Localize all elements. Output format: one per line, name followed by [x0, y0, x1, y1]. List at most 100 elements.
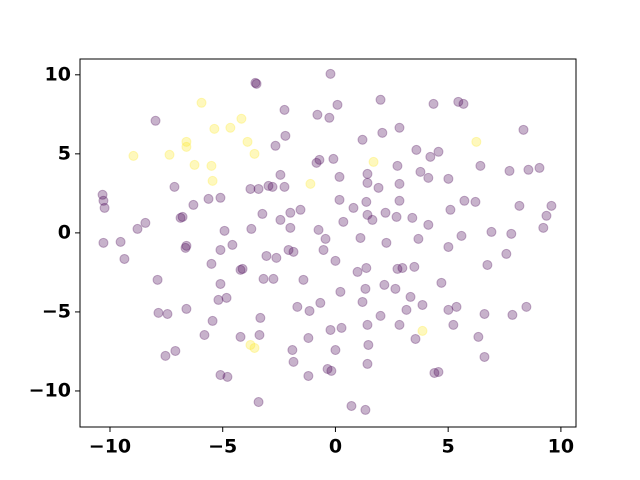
scatter-point	[325, 324, 336, 335]
scatter-point	[181, 136, 192, 147]
y-tick-label: 5	[58, 142, 71, 164]
scatter-point	[170, 345, 181, 356]
scatter-point	[538, 222, 549, 233]
scatter-point	[275, 169, 286, 180]
scatter-point	[215, 369, 226, 380]
scatter-point	[311, 157, 322, 168]
scatter-point	[394, 122, 405, 133]
scatter-point	[405, 291, 416, 302]
scatter-point	[99, 202, 110, 213]
scatter-point	[169, 181, 180, 192]
scatter-point	[325, 68, 336, 79]
scatter-point	[258, 273, 269, 284]
scatter-point	[181, 240, 192, 251]
scatter-point	[279, 104, 290, 115]
scatter-point	[251, 78, 262, 89]
scatter-point	[362, 319, 373, 330]
scatter-point	[375, 310, 386, 321]
scatter-point	[303, 370, 314, 381]
scatter-point	[433, 366, 444, 377]
scatter-point	[391, 211, 402, 222]
scatter-point	[433, 146, 444, 157]
scatter-point	[199, 330, 210, 340]
scatter-point	[443, 304, 454, 315]
scatter-point	[362, 209, 373, 220]
scatter-point	[361, 196, 372, 207]
scatter-point	[443, 241, 454, 252]
scatter-point	[225, 122, 236, 133]
scatter-point	[417, 325, 428, 336]
x-tick-label: 10	[548, 436, 574, 458]
scatter-point	[330, 255, 341, 266]
scatter-point	[377, 127, 388, 138]
scatter-point	[360, 283, 371, 294]
y-tick-label: 10	[45, 63, 71, 85]
scatter-point	[429, 367, 440, 378]
scatter-point	[215, 244, 226, 255]
scatter-point	[394, 319, 405, 330]
scatter-point	[470, 196, 481, 207]
scatter-point	[355, 232, 366, 243]
scatter-point	[235, 264, 246, 275]
scatter-point	[279, 181, 290, 192]
scatter-point	[250, 77, 261, 88]
scatter-point	[473, 331, 484, 342]
scatter-point	[215, 278, 226, 289]
scatter-point	[428, 98, 439, 109]
scatter-point	[523, 164, 534, 175]
scatter-point	[448, 319, 459, 330]
scatter-point	[409, 261, 420, 272]
scatter-point	[322, 363, 333, 374]
scatter-point	[288, 246, 299, 257]
scatter-point	[390, 283, 401, 294]
scatter-point	[292, 301, 303, 312]
scatter-point	[392, 160, 403, 171]
scatter-point	[471, 136, 482, 147]
scatter-point	[443, 173, 454, 184]
scatter-point	[246, 223, 257, 234]
scatter-point	[453, 96, 464, 107]
scatter-point	[475, 160, 486, 171]
scatter-point	[209, 123, 220, 134]
scatter-point	[334, 171, 345, 182]
scatter-point	[164, 149, 175, 160]
scatter-point	[363, 339, 374, 350]
scatter-point	[357, 296, 368, 307]
scatter-point	[332, 99, 343, 110]
scatter-point	[324, 112, 335, 123]
scatter-point	[361, 262, 372, 273]
scatter-point	[268, 273, 279, 284]
scatter-point	[242, 136, 253, 147]
plot-frame	[79, 58, 577, 428]
scatter-point	[423, 172, 434, 183]
scatter-point	[285, 207, 296, 218]
scatter-point	[458, 98, 469, 109]
x-tick-label: 5	[442, 436, 455, 458]
scatter-point	[189, 159, 200, 170]
scatter-point	[479, 308, 490, 319]
scatter-point	[501, 248, 512, 259]
scatter-point	[518, 124, 529, 135]
scatter-point	[98, 195, 109, 206]
x-tick-label: 0	[329, 436, 342, 458]
scatter-point	[150, 115, 161, 126]
scatter-point	[534, 162, 545, 173]
scatter-point	[206, 258, 217, 269]
scatter-point	[334, 194, 345, 205]
scatter-point	[255, 312, 266, 323]
scatter-point	[203, 193, 214, 204]
scatter-point	[312, 109, 323, 120]
scatter-point	[423, 219, 434, 230]
scatter-point	[303, 333, 314, 344]
scatter-point	[261, 250, 272, 261]
scatter-point	[280, 130, 291, 141]
scatter-point	[267, 181, 278, 192]
scatter-point	[140, 217, 151, 228]
scatter-point	[401, 304, 412, 315]
scatter-point	[541, 210, 552, 221]
scatter-point	[368, 156, 379, 167]
scatter-point	[411, 144, 422, 155]
y-tick-label: 0	[58, 221, 71, 243]
scatter-point	[328, 153, 339, 164]
